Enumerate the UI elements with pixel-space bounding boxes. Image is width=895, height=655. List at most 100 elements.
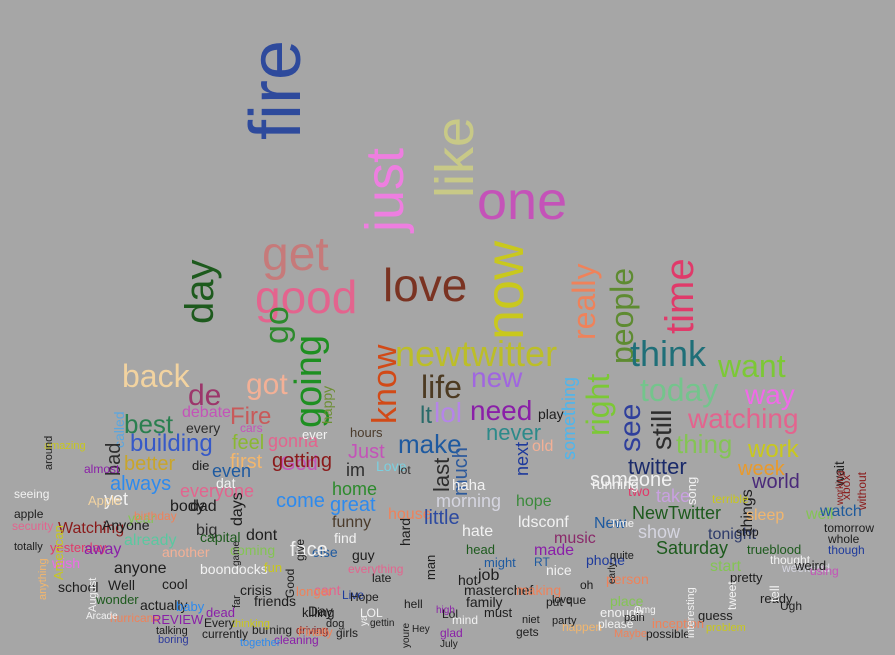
word-218: thinking [232,617,270,630]
word-48: work [748,436,799,464]
word-231: game [231,540,242,566]
word-139: dead [206,605,235,621]
word-114: phone [586,551,625,568]
word-115: start [710,557,742,575]
word-31: need [470,395,533,427]
word-160: security [12,519,54,534]
word-222: dog [326,617,345,630]
word-174: cars [240,421,263,436]
word-18: want [718,347,786,384]
word-182: hell [404,597,423,612]
word-232: early [607,562,618,584]
word-168: anything [37,558,49,600]
word-54: Just [348,440,385,463]
word-16: think [630,333,707,375]
word-118: anyone [114,559,167,577]
word-53: getting [272,449,333,472]
word-78: come [276,489,325,512]
word-178: face [290,538,328,561]
word-109: coming [230,541,276,558]
word-145: REVIEW [152,612,204,628]
word-72: take [656,486,691,507]
word-194: might [484,555,516,571]
word-6: get [262,227,329,281]
word-186: Live [342,588,365,603]
word-61: die [192,458,210,474]
word-10: time [658,258,702,334]
word-171: Anyone [102,516,150,533]
word-88: house [388,505,432,523]
word-128: crisis [240,581,272,598]
word-100: find [334,529,357,546]
word-188: high [436,604,455,616]
word-130: family [466,593,503,610]
word-156: Maybe [614,627,648,640]
word-101: hate [462,522,494,540]
word-44: gonna [268,431,319,452]
word-212: without [855,471,869,510]
word-192: mind [452,613,479,628]
word-29: still [646,409,677,450]
word-131: masterchef [464,581,534,598]
word-28: see [614,403,647,452]
word-221: Finally [298,625,333,640]
word-67: always [110,472,172,495]
word-71: two [628,482,650,499]
word-107: away [84,540,122,558]
word-92: show [638,522,681,543]
word-229: Good [283,568,297,598]
word-3: just [355,147,415,232]
word-199: put [546,595,563,610]
word-204: stop [736,525,759,540]
word-93: tonight [708,525,757,543]
word-175: dad [190,497,217,515]
word-149: burning [252,623,293,638]
word-89: little [424,506,460,529]
word-84: year [128,509,156,526]
word-103: Saturday [656,538,729,559]
word-185: late [372,571,392,586]
word-172: birthday [134,509,177,524]
word-65: someone [590,468,673,491]
word-96: Watching [58,519,125,537]
word-173: body [170,497,205,515]
word-165: amazing [44,439,86,452]
word-111: guy [352,546,375,563]
word-121: job [478,566,500,584]
word-32: lol [434,397,463,429]
word-176: dat [216,474,236,491]
word-113: made [534,541,575,559]
word-2: like [425,116,485,198]
word-74: well [806,505,834,523]
word-35: best [124,408,174,439]
word-42: building [130,430,213,458]
word-133: place [610,592,644,609]
word-33: lt [420,402,432,430]
word-136: wonder [96,592,139,608]
word-225: July [440,638,458,650]
word-125: weekend [782,561,831,576]
word-104: trueblood [747,542,802,558]
word-213: working [835,470,846,505]
word-97: already [124,531,177,549]
word-193: must [484,605,513,621]
word-215: youre [401,622,412,648]
word-211: weird [795,558,827,574]
word-161: totally [14,540,43,553]
word-15: newtwitter [395,333,558,375]
word-170: Arcade [86,610,118,622]
word-151: driving [296,624,329,637]
word-5: now [475,240,535,340]
word-203: song [684,476,699,505]
word-189: haha [452,476,486,494]
word-210: using [810,564,839,579]
word-184: LOL [360,606,383,621]
word-169: August [87,577,99,612]
word-116: thought [770,553,811,568]
word-179: fun [264,560,283,576]
word-110: else [312,543,338,560]
word-157: possible [646,627,691,642]
word-220: Every [204,616,235,631]
word-236: quite [610,549,634,562]
